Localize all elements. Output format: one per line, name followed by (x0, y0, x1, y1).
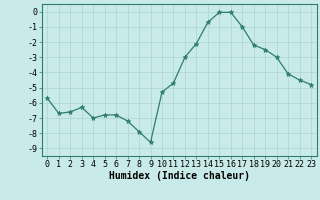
X-axis label: Humidex (Indice chaleur): Humidex (Indice chaleur) (109, 171, 250, 181)
